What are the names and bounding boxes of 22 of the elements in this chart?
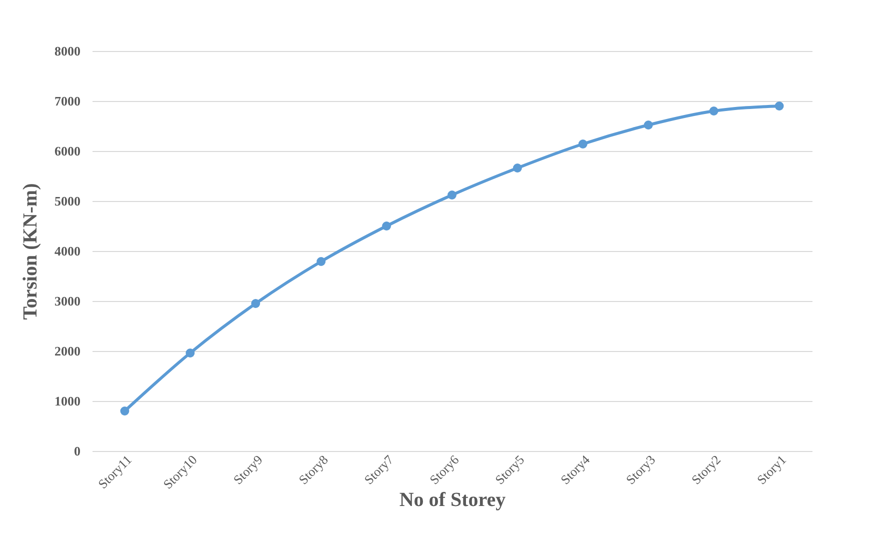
point — [709, 106, 718, 116]
point — [644, 120, 653, 130]
y-tick-label: 0 — [74, 444, 80, 458]
point — [448, 190, 456, 200]
y-tick-label: 1000 — [54, 394, 80, 408]
y-tick-label: 8000 — [54, 44, 80, 58]
y-tick-label: 4000 — [54, 244, 80, 258]
x-axis-title: No of Storey — [399, 488, 506, 511]
y-axis-title: Torsion (KN-m) — [20, 183, 42, 320]
y-tick-label: 3000 — [54, 294, 80, 308]
y-tick-label: 5000 — [54, 194, 80, 208]
point — [578, 140, 588, 148]
y-tick-label: 7000 — [54, 94, 80, 108]
point — [251, 299, 260, 308]
y-tick-label: 6000 — [54, 144, 80, 158]
point — [382, 222, 392, 230]
y-tick-label: 2000 — [54, 344, 80, 358]
point — [774, 102, 784, 110]
point — [186, 348, 195, 358]
point — [512, 164, 522, 172]
point — [120, 406, 130, 416]
point — [316, 257, 326, 266]
